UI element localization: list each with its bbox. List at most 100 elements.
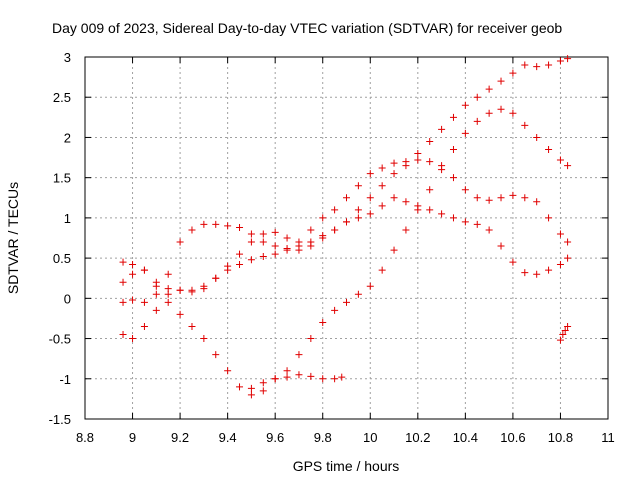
data-point <box>331 375 339 383</box>
data-point <box>271 242 279 250</box>
data-point <box>259 379 267 387</box>
data-point <box>390 246 398 254</box>
data-point <box>343 298 350 306</box>
series-track-4 <box>119 55 572 343</box>
data-point <box>473 117 481 125</box>
data-point <box>521 269 529 277</box>
data-point <box>259 387 267 395</box>
data-point <box>319 375 327 383</box>
data-point <box>438 210 446 218</box>
data-point <box>200 220 208 228</box>
data-point <box>224 222 232 230</box>
data-point <box>119 298 127 306</box>
data-point <box>283 367 291 375</box>
data-point <box>338 373 346 381</box>
x-tick-label: 10.4 <box>453 430 478 445</box>
x-tick-label: 9.2 <box>171 430 189 445</box>
data-point <box>449 174 457 182</box>
data-point <box>354 290 362 298</box>
data-point <box>545 146 553 154</box>
data-point <box>119 258 127 266</box>
data-point <box>236 383 244 391</box>
plot-frame <box>84 56 609 420</box>
data-point <box>140 266 148 274</box>
data-point <box>224 262 232 270</box>
y-tick-label: -1.5 <box>49 412 71 427</box>
y-axis-label: SDTVAR / TECUs <box>5 182 21 294</box>
data-point <box>259 253 267 261</box>
data-point <box>307 238 315 246</box>
data-point <box>556 261 564 269</box>
data-point <box>390 159 398 167</box>
data-point <box>564 254 572 262</box>
data-point <box>259 238 267 246</box>
data-point <box>485 226 493 234</box>
data-point <box>140 298 148 306</box>
data-point <box>319 318 327 326</box>
data-point <box>295 242 303 250</box>
data-point <box>176 286 184 294</box>
data-point <box>426 158 434 166</box>
x-tick-label: 9.8 <box>314 430 332 445</box>
data-point <box>556 336 564 344</box>
y-tick-label: -1 <box>59 372 71 387</box>
data-point <box>473 194 481 202</box>
data-point <box>414 150 422 158</box>
data-point <box>129 270 137 278</box>
data-point <box>212 220 220 228</box>
x-tick-label: 9.4 <box>219 430 237 445</box>
data-point <box>164 298 172 306</box>
data-point <box>212 351 220 359</box>
data-point <box>319 232 327 240</box>
x-axis-label: GPS time / hours <box>293 458 400 474</box>
y-tick-label: 1.5 <box>53 171 71 186</box>
series-track-6 <box>556 322 572 344</box>
data-point <box>164 290 172 298</box>
y-tick-label: 2 <box>64 130 71 145</box>
data-point <box>497 194 505 202</box>
data-point <box>331 226 339 234</box>
data-point <box>247 384 255 392</box>
data-point <box>354 206 362 214</box>
x-tick-label: 9 <box>129 430 136 445</box>
data-point <box>129 296 137 304</box>
data-point <box>556 156 564 164</box>
series-track-2 <box>119 194 572 306</box>
data-point <box>140 322 148 330</box>
data-point <box>473 93 481 101</box>
data-point <box>509 109 517 117</box>
data-point <box>521 194 529 202</box>
data-point <box>449 146 457 154</box>
data-point <box>378 182 386 190</box>
data-point <box>414 206 422 214</box>
y-tick-label: 3 <box>64 50 71 65</box>
data-point <box>485 109 493 117</box>
data-point <box>533 270 541 278</box>
data-point <box>461 186 469 194</box>
data-point <box>129 261 137 269</box>
x-tick-label: 10 <box>363 430 377 445</box>
data-point <box>561 327 569 335</box>
data-point <box>485 196 493 204</box>
data-point <box>152 290 160 298</box>
data-point <box>438 166 446 174</box>
data-point <box>545 61 553 69</box>
data-point <box>119 278 127 286</box>
data-point <box>366 282 374 290</box>
data-point <box>426 137 434 145</box>
data-point <box>545 214 553 222</box>
data-point <box>164 270 172 278</box>
data-point <box>200 335 208 343</box>
data-point <box>176 238 184 246</box>
data-point <box>521 121 529 129</box>
data-point <box>402 162 410 170</box>
data-point <box>307 335 315 343</box>
y-tick-label: 0 <box>64 291 71 306</box>
x-tick-label: 8.8 <box>76 430 94 445</box>
series-track-5 <box>247 371 346 392</box>
data-point <box>295 371 303 379</box>
x-tick-label: 10.6 <box>500 430 525 445</box>
data-point <box>176 310 184 318</box>
axis-ticks <box>84 56 609 420</box>
data-point <box>283 234 291 242</box>
